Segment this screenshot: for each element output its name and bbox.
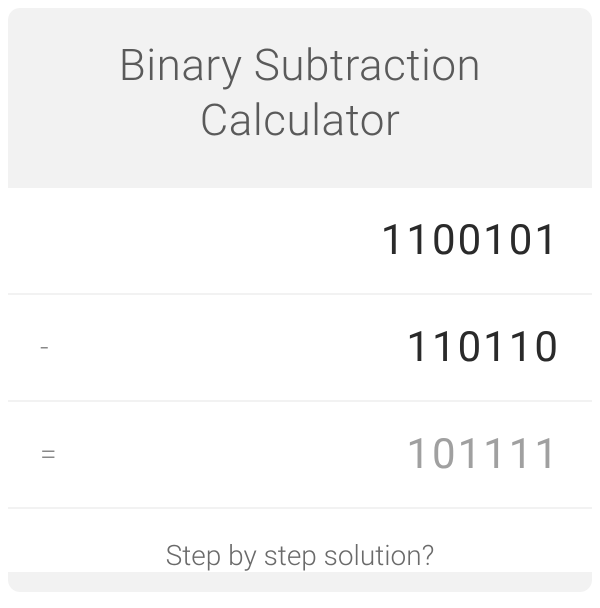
result-row: = 101111 <box>8 402 592 509</box>
calculator-header: Binary Subtraction Calculator <box>8 8 592 188</box>
subtrahend-value: 110110 <box>80 323 560 372</box>
footer: Step by step solution? <box>8 509 592 572</box>
minuend-row[interactable]: 1100101 <box>8 188 592 295</box>
subtrahend-row[interactable]: - 110110 <box>8 295 592 402</box>
calculator-card: Binary Subtraction Calculator 1100101 - … <box>8 8 592 592</box>
result-operator: = <box>40 437 80 472</box>
step-by-step-link[interactable]: Step by step solution? <box>166 539 435 572</box>
page-title: Binary Subtraction Calculator <box>48 38 552 148</box>
minuend-value: 1100101 <box>80 216 560 265</box>
subtrahend-operator: - <box>40 330 80 365</box>
result-value: 101111 <box>80 430 560 479</box>
